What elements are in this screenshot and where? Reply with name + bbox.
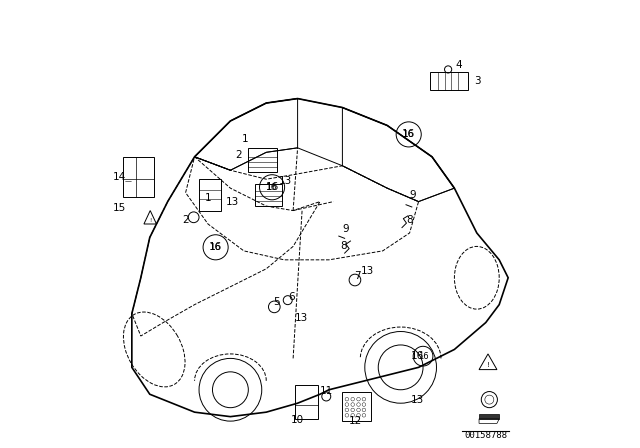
Text: 3: 3 xyxy=(474,76,481,86)
Text: 10: 10 xyxy=(291,415,304,425)
Text: 13: 13 xyxy=(362,266,374,276)
Text: 15: 15 xyxy=(113,203,126,213)
Text: 7: 7 xyxy=(354,271,360,280)
Text: 1: 1 xyxy=(205,193,211,203)
Text: 16: 16 xyxy=(209,242,222,252)
Text: 5: 5 xyxy=(273,297,280,307)
Polygon shape xyxy=(479,414,499,419)
Text: 16: 16 xyxy=(402,129,415,139)
Text: 16: 16 xyxy=(210,243,221,252)
Text: 4: 4 xyxy=(456,60,462,70)
Text: 14: 14 xyxy=(113,172,126,182)
Text: 2: 2 xyxy=(182,215,189,224)
Text: 13: 13 xyxy=(226,197,239,207)
Text: 16: 16 xyxy=(266,183,278,192)
Text: 13: 13 xyxy=(278,177,292,186)
Text: 8: 8 xyxy=(406,215,413,224)
Text: 16: 16 xyxy=(418,352,428,361)
Text: 16: 16 xyxy=(403,130,415,139)
Text: 13: 13 xyxy=(411,395,424,405)
Text: 2: 2 xyxy=(235,151,242,160)
Text: !: ! xyxy=(486,362,490,368)
Text: !: ! xyxy=(149,218,151,223)
Text: 16: 16 xyxy=(266,182,278,192)
Text: 16: 16 xyxy=(411,351,424,361)
Text: 9: 9 xyxy=(410,190,416,200)
Text: 00158788: 00158788 xyxy=(464,431,508,440)
Text: 11: 11 xyxy=(319,386,333,396)
Text: 9: 9 xyxy=(342,224,349,234)
Text: 1: 1 xyxy=(242,134,248,144)
Text: 6: 6 xyxy=(288,292,294,302)
Text: 8: 8 xyxy=(340,241,347,251)
Text: 13: 13 xyxy=(294,313,308,323)
Text: 12: 12 xyxy=(348,416,362,426)
